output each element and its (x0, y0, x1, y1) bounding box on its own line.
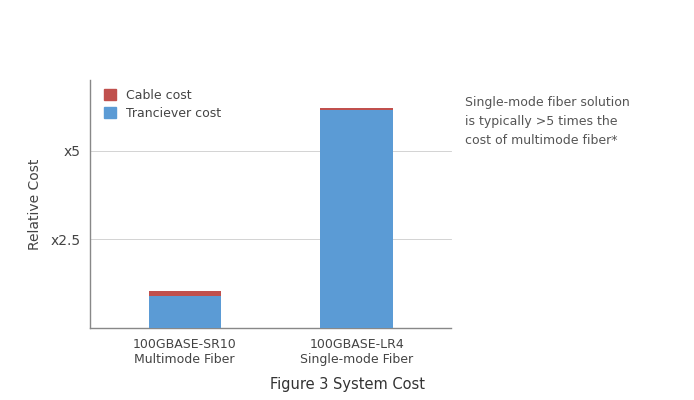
Text: Figure 3 System Cost: Figure 3 System Cost (269, 377, 425, 392)
Bar (321, 108, 393, 110)
Bar (149, 291, 221, 296)
Legend: Cable cost, Tranciever cost: Cable cost, Tranciever cost (103, 89, 221, 120)
Bar (149, 296, 221, 328)
Bar (321, 110, 393, 328)
Text: Single-mode fiber solution
is typically >5 times the
cost of multimode fiber*: Single-mode fiber solution is typically … (465, 96, 629, 147)
Y-axis label: Relative Cost: Relative Cost (28, 158, 42, 250)
